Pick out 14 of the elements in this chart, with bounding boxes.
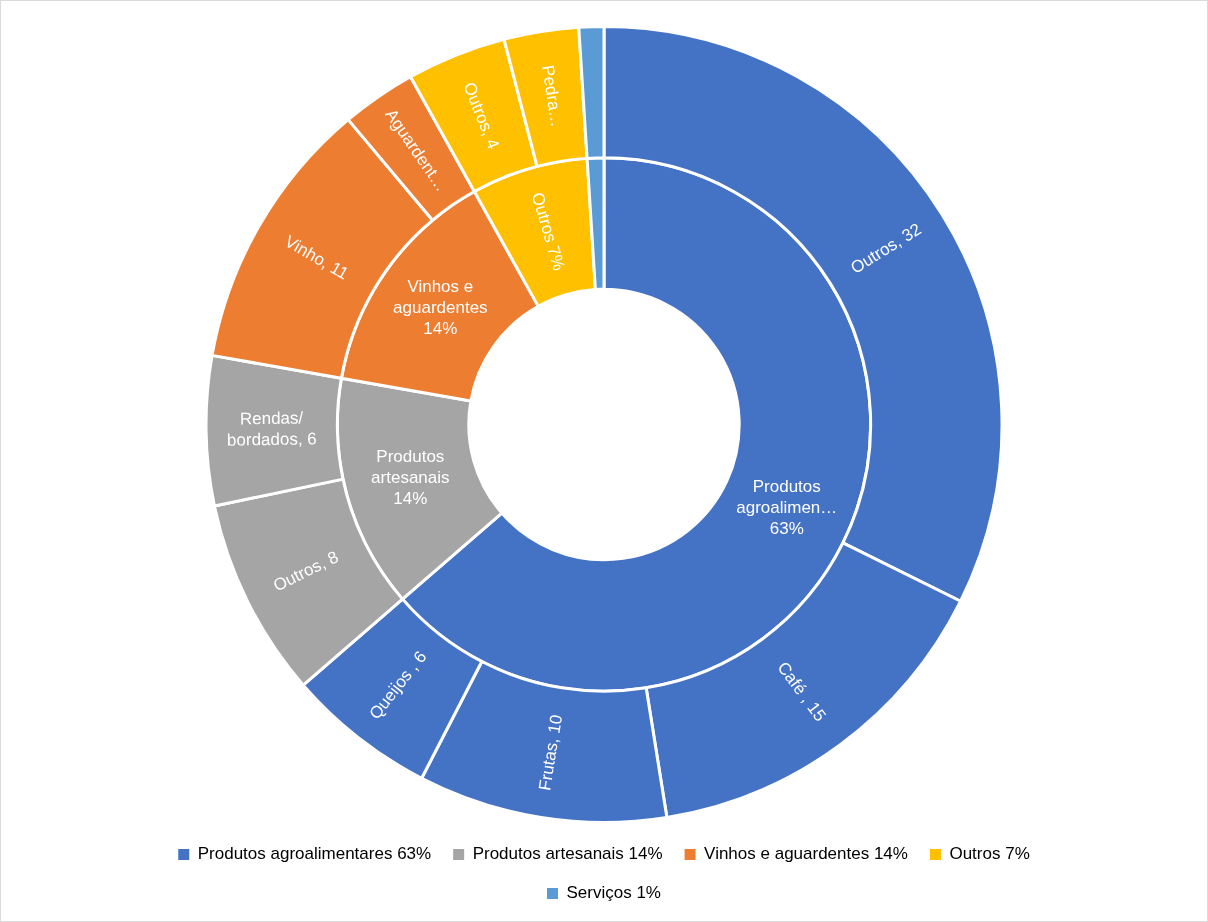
data-label: Outros, 8 (270, 547, 342, 596)
data-label: Vinhos e aguardentes 14% (393, 276, 488, 338)
data-label: Rendas/ bordados, 6 (226, 408, 317, 450)
data-label: Pedra… (537, 63, 567, 129)
data-label: Frutas, 10 (535, 713, 567, 792)
data-label: Produtos artesanais 14% (371, 446, 450, 508)
legend-label: Outros 7% (949, 844, 1030, 864)
data-label: Outros 7% (527, 190, 569, 273)
data-label: Outros, 4 (459, 79, 504, 152)
data-label: Produtos agroalimen… 63% (736, 476, 838, 538)
legend-label: Produtos artesanais 14% (472, 844, 663, 864)
legend-label: Produtos agroalimentares 63% (197, 844, 432, 864)
legend-label: Serviços 1% (566, 883, 661, 903)
legend-label: Vinhos e aguardentes 14% (704, 844, 908, 864)
